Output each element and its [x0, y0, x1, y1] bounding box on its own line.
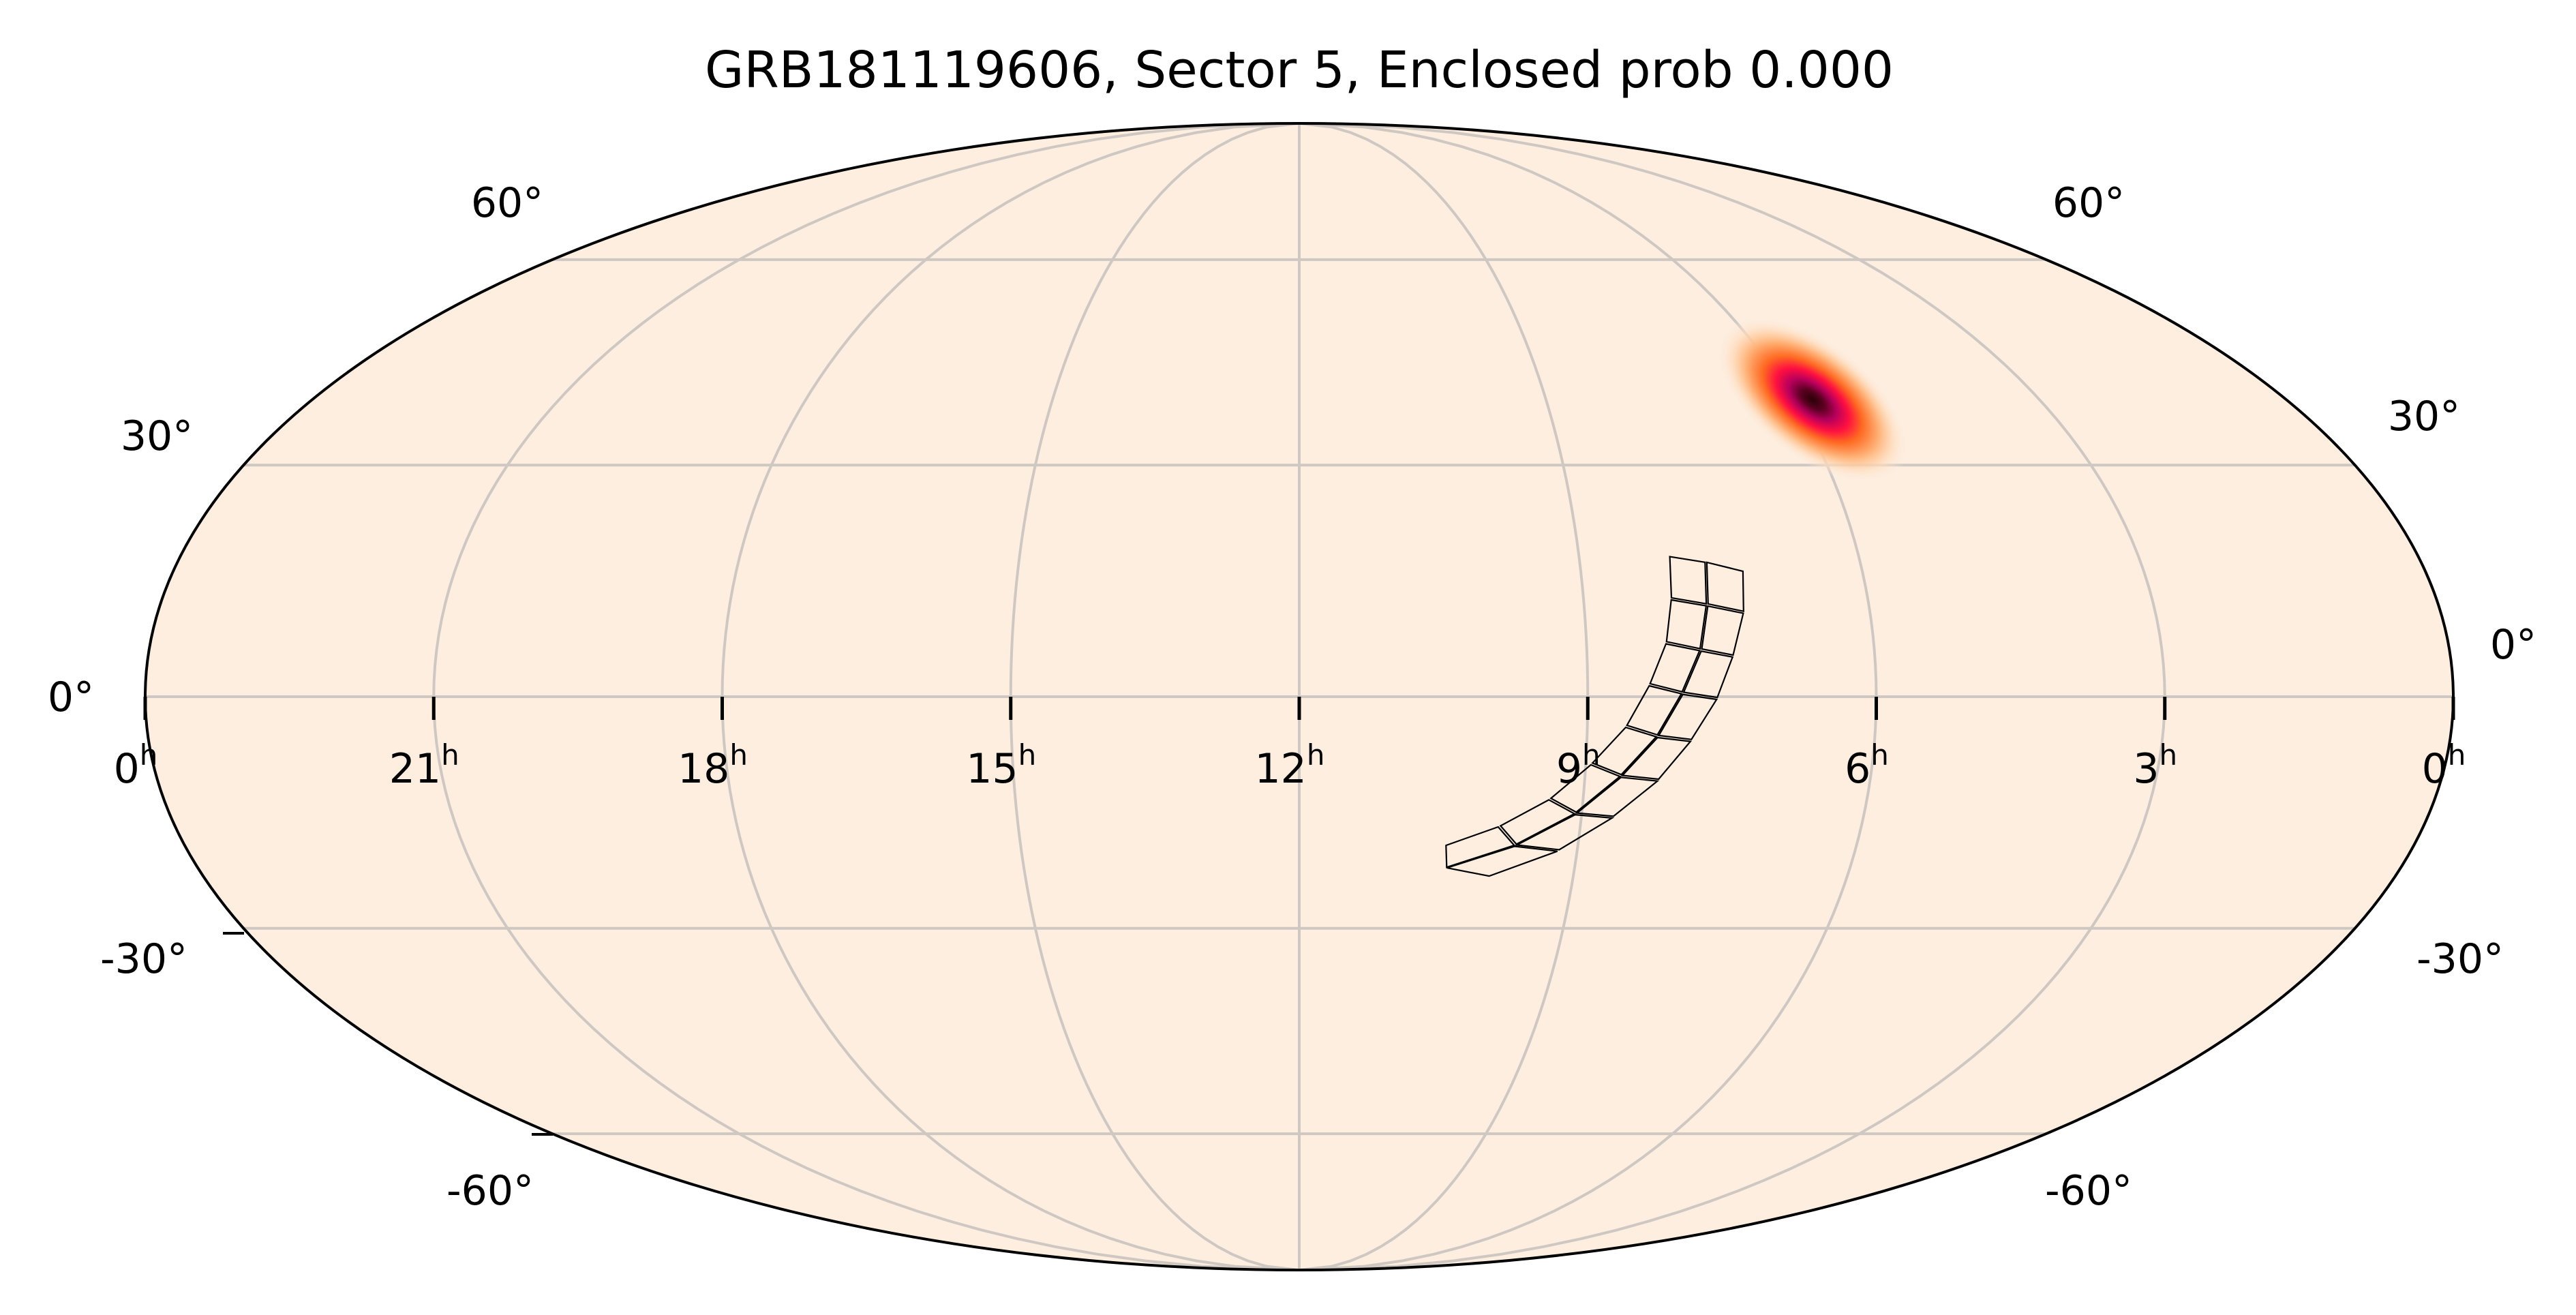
ra-unit: h: [2160, 738, 2178, 772]
ra-unit: h: [1018, 738, 1037, 772]
dec-label-right: 30°: [2388, 393, 2460, 440]
ra-tick-label: 0h: [2422, 738, 2466, 793]
ra-tick-label: 0h: [114, 738, 158, 793]
ra-unit: h: [1870, 738, 1889, 772]
ra-unit: h: [729, 738, 748, 772]
ra-unit: h: [140, 738, 158, 772]
ccd-outline: [1669, 556, 1708, 605]
ra-unit: h: [2448, 738, 2466, 772]
ccd-outline: [1620, 736, 1693, 781]
ccd-outline: [1682, 650, 1734, 699]
dec-label-left: 30°: [121, 412, 193, 460]
dec-label-left: 60°: [471, 179, 543, 227]
dec-label-left: 0°: [48, 674, 94, 721]
ccd-outline: [1701, 605, 1744, 656]
dec-label-right: -30°: [2416, 935, 2504, 983]
dec-label-left: -30°: [100, 935, 187, 983]
ccd-outline: [1549, 764, 1622, 813]
ccd-outline: [1665, 599, 1708, 650]
dec-label-left: -60°: [446, 1167, 534, 1215]
probability-heatmap: [1716, 316, 1909, 483]
ra-unit: h: [1582, 738, 1601, 772]
dec-tick-labels: 60° 30° 0° -30° -60° 60° 30° 0° -30° -60°: [48, 179, 2536, 1215]
axis-ticks: [143, 697, 2455, 1136]
probability-region: [1716, 316, 1909, 483]
dec-label-right: -60°: [2045, 1167, 2132, 1215]
ra-unit: h: [441, 738, 459, 772]
ra-unit: h: [1307, 738, 1325, 772]
dec-label-right: 60°: [2052, 179, 2125, 227]
ccd-outline: [1591, 726, 1658, 776]
ccd-outline: [1657, 693, 1718, 740]
chart-title: GRB181119606, Sector 5, Enclosed prob 0.…: [705, 41, 1894, 100]
ra-tick-label: 3h: [2133, 738, 2177, 793]
ccd-outline: [1626, 684, 1683, 736]
ccd-outline: [1446, 845, 1558, 877]
ra-tick-label: 9h: [1556, 738, 1601, 793]
ccd-outline: [1514, 813, 1615, 851]
ccd-outline: [1649, 643, 1701, 693]
dec-label-right: 0°: [2490, 621, 2536, 669]
ccd-outline: [1575, 776, 1660, 817]
ra-tick-labels: 0h 21h 18h 15h 12h 9h 6h 3h 0h: [114, 738, 2466, 793]
ccd-outline: [1706, 561, 1744, 613]
ccd-outline: [1499, 799, 1577, 845]
tess-footprint: [1445, 556, 1744, 877]
